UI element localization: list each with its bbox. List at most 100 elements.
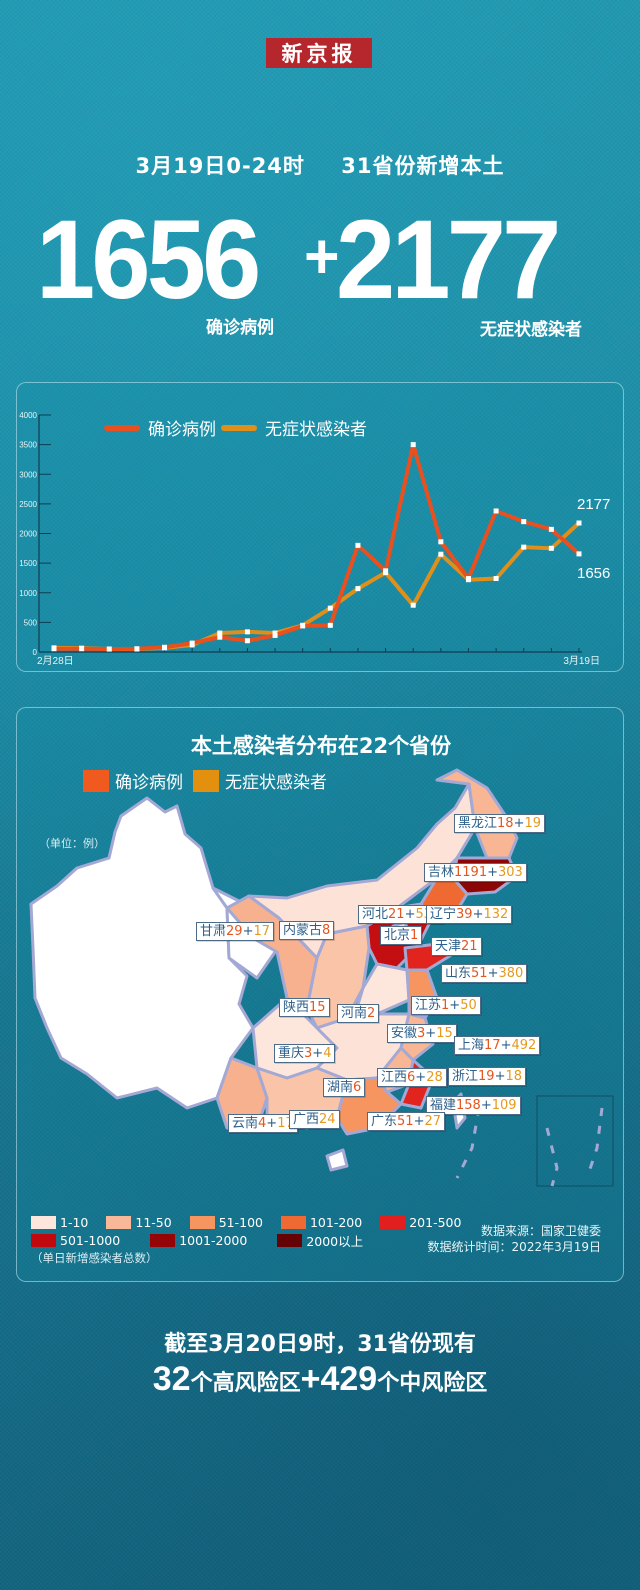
confirmed-label: 确诊病例	[206, 318, 274, 337]
plus-sign: +	[242, 924, 254, 939]
confirmed-value: 3	[417, 1026, 426, 1041]
asymptomatic-value: 24	[319, 1112, 336, 1127]
confirmed-value: 1	[441, 998, 450, 1013]
headline-date: 3月19日0-24时	[135, 154, 305, 178]
asymptomatic-label: 无症状感染者	[480, 320, 582, 339]
province-callout: 安徽3+15	[387, 1024, 457, 1043]
scale-item: 201-500	[380, 1215, 461, 1230]
province-callout: 陕西15	[279, 998, 330, 1017]
stat-time-text: 数据统计时间：2022年3月19日	[427, 1240, 601, 1254]
province-name: 广西	[293, 1112, 320, 1127]
province-name: 吉林	[428, 865, 455, 880]
plus-sign: +	[266, 1116, 278, 1131]
plus-sign: +	[487, 966, 499, 981]
scale-label: 2000以上	[306, 1233, 364, 1249]
scale-swatch-icon	[106, 1215, 132, 1229]
province-name: 山东	[445, 966, 472, 981]
province-name: 福建	[430, 1098, 457, 1113]
province-callout: 吉林1191+303	[424, 863, 527, 882]
map-panel: 本土感染者分布在22个省份 确诊病例 无症状感染者 （单位：例） 黑龙江18+1…	[16, 707, 624, 1282]
scale-label: 201-500	[409, 1214, 462, 1230]
scale-swatch-icon	[189, 1215, 215, 1229]
newspaper-logo: 新京报	[266, 38, 372, 68]
confirmed-value: 21	[388, 907, 405, 922]
plus-sign: +	[472, 907, 484, 922]
province-name: 河南	[341, 1006, 368, 1021]
legend-asymptomatic-label: 无症状感染者	[265, 420, 367, 440]
confirmed-value: 1	[410, 928, 419, 943]
scale-item: 1001-2000	[150, 1233, 247, 1248]
province-callout: 甘肃29+17	[196, 922, 275, 941]
plus-sign: +	[312, 1046, 324, 1061]
plus-sign: +	[300, 1360, 321, 1398]
trend-line-chart: 0 500 1000 1500 2000 2500 3000 3500 4000 2月28日 3月1…	[19, 411, 610, 667]
svg-text:2177: 2177	[577, 496, 610, 513]
legend-confirmed: 确诊病例	[83, 768, 183, 793]
legend-asymptomatic-label: 无症状感染者	[225, 773, 327, 793]
confirmed-value: 19	[478, 1069, 495, 1084]
high-risk-count: 32	[152, 1360, 191, 1398]
province-callout: 云南4+17	[228, 1114, 298, 1133]
scale-label: 501-1000	[60, 1232, 121, 1248]
scale-item: 1-10	[31, 1215, 88, 1230]
confirmed-value: 21	[461, 939, 478, 954]
scale-label: 11-50	[135, 1214, 172, 1230]
plus-sign: +	[487, 865, 499, 880]
asymptomatic-value: 4	[323, 1046, 332, 1061]
map-title: 本土感染者分布在22个省份	[190, 734, 452, 758]
trend-chart-panel: 0 500 1000 1500 2000 2500 3000 3500 4000 2月28日 3月1…	[16, 382, 624, 672]
data-source: 数据来源：国家卫健委 数据统计时间：2022年3月19日	[428, 1223, 601, 1255]
svg-text:4000: 4000	[19, 411, 37, 420]
province-callout: 江苏1+50	[411, 996, 481, 1015]
province-callout: 河北21+534	[358, 905, 445, 924]
scale-item: 11-50	[106, 1214, 172, 1230]
legend-confirmed-label: 确诊病例	[115, 773, 183, 793]
province-name: 湖南	[327, 1080, 354, 1095]
asymptomatic-line	[53, 521, 581, 652]
svg-text:1500: 1500	[19, 559, 37, 568]
plus-sign: +	[304, 220, 340, 292]
scale-swatch-icon	[31, 1233, 56, 1247]
asymptomatic-value: 15	[436, 1026, 453, 1041]
mid-risk-count: 429	[320, 1360, 378, 1398]
map-color-legend: 确诊病例 无症状感染者	[83, 768, 337, 793]
asymptomatic-value: 17	[253, 924, 271, 939]
legend-asymptomatic-line-icon	[221, 424, 257, 431]
plus-sign: +	[415, 1070, 427, 1085]
svg-text:2500: 2500	[19, 500, 37, 509]
asymptomatic-value: 132	[483, 907, 509, 922]
plus-sign: +	[413, 1114, 425, 1129]
china-map	[29, 768, 614, 1187]
svg-text:1656: 1656	[577, 565, 610, 582]
asymptomatic-swatch-icon	[193, 769, 219, 792]
svg-text:1000: 1000	[19, 589, 37, 598]
asymptomatic-value: 27	[424, 1114, 442, 1129]
svg-text:2000: 2000	[19, 530, 37, 539]
scale-swatch-icon	[280, 1215, 306, 1229]
scale-note: （单日新增感染者总数）	[31, 1251, 158, 1265]
mid-risk-label: 个中风险区	[377, 1371, 488, 1396]
confirmed-value: 6	[407, 1070, 416, 1085]
confirmed-value: 8	[322, 923, 331, 938]
scale-item: 51-100	[189, 1215, 263, 1230]
asymptomatic-value: 28	[426, 1070, 443, 1085]
confirmed-value: 2	[367, 1006, 376, 1021]
province-name: 浙江	[452, 1069, 479, 1084]
big-numbers: 1656 + 2177 确诊病例 无症状感染者	[36, 204, 616, 340]
province-name: 北京	[384, 928, 411, 943]
province-callout: 江西6+28	[377, 1068, 447, 1087]
confirmed-value: 51	[397, 1114, 414, 1129]
confirmed-value: 15	[309, 1000, 326, 1015]
province-callout: 北京1	[380, 926, 423, 945]
scale-item: 501-1000	[31, 1233, 120, 1248]
plus-sign: +	[500, 1038, 512, 1053]
scale-swatch-icon	[150, 1233, 176, 1247]
province-callout: 辽宁39+132	[426, 905, 513, 924]
province-callout: 湖南6	[323, 1078, 366, 1097]
asymptomatic-value: 109	[491, 1098, 517, 1113]
plus-sign: +	[494, 1069, 506, 1084]
province-callout: 重庆3+4	[274, 1044, 336, 1063]
province-callout: 广东51+27	[367, 1112, 446, 1131]
province-callout: 天津21	[431, 937, 482, 956]
scale-label: 1-10	[60, 1214, 89, 1230]
